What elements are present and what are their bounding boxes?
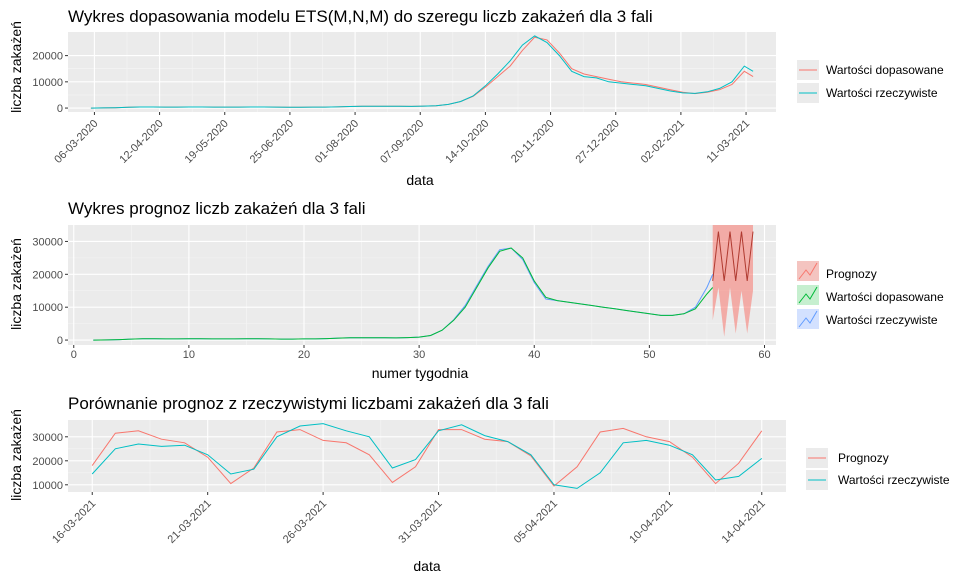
p1-xlabel: data: [406, 172, 433, 188]
p1-xtick-label: 25-06-2020: [248, 118, 296, 166]
p2-ytick-label: 10000: [32, 302, 63, 314]
p2-xtick-label: 10: [183, 349, 195, 361]
p1-xtick-label: 19-05-2020: [183, 118, 231, 166]
p2-ytick-label: 0: [57, 335, 63, 347]
p3-legend-actual: Wartości rzeczywiste: [838, 473, 950, 487]
p2-xtick-label: 60: [758, 349, 770, 361]
p2-panel-bg: [68, 225, 776, 345]
p2-xtick-label: 30: [413, 349, 425, 361]
p1-xtick-label: 12-04-2020: [117, 118, 165, 166]
p1-legend-fitted: Wartości dopasowane: [826, 63, 944, 77]
p1-series-actual-line: [90, 35, 754, 109]
p1-xtick-label: 07-09-2020: [378, 118, 426, 166]
p3-panel-bg: [68, 420, 786, 492]
p1-legend-actual: Wartości rzeczywiste: [826, 86, 938, 100]
p3-ylabel: liczba zakażeń: [8, 409, 24, 501]
p1-ytick-label: 0: [57, 103, 63, 115]
p3-xtick-label: 10-04-2021: [627, 498, 675, 546]
p2-xtick-label: 50: [643, 349, 655, 361]
p1-legend: Wartości dopasowane Wartości rzeczywiste: [797, 60, 944, 103]
p1-xtick-label: 02-02-2021: [639, 118, 687, 166]
p1-panel-bg: [68, 32, 776, 112]
p3-xtick-label: 26-03-2021: [281, 498, 329, 546]
p1-xtick-label: 20-11-2020: [509, 118, 557, 166]
p3-legend-forecast: Prognozy: [838, 451, 889, 465]
p2-ylabel: liczba zakażeń: [8, 238, 24, 330]
p2-ytick-label: 20000: [32, 269, 63, 281]
p2-series-fitted-line: [93, 247, 714, 341]
p2-xtick-label: 40: [528, 349, 540, 361]
p3-xtick-label: 21-03-2021: [166, 498, 214, 546]
p3-ytick-label: 20000: [32, 456, 63, 468]
p2-ytick-label: 30000: [32, 236, 63, 248]
p2-legend-actual: Wartości rzeczywiste: [826, 313, 938, 327]
p2-xlabel: numer tygodnia: [372, 365, 469, 381]
p2-legend-fitted: Wartości dopasowane: [826, 290, 944, 304]
p3-xtick-label: 05-04-2021: [512, 498, 560, 546]
p3-title: Porównanie prognoz z rzeczywistymi liczb…: [68, 394, 549, 413]
p3-xtick-label: 31-03-2021: [396, 498, 444, 546]
p3-xlabel: data: [413, 558, 440, 574]
p1-plot: 0 10000 20000 06-03-2020 12-04-2020 19-05-202…: [32, 32, 776, 166]
p3-series-actual-line: [91, 423, 763, 489]
p1-xtick-label: 06-03-2020: [52, 118, 100, 166]
p2-xtick-label: 0: [71, 349, 77, 361]
p2-legend: Prognozy Wartości dopasowane Wartości rz…: [797, 261, 944, 329]
p2-title: Wykres prognoz liczb zakażeń dla 3 fali: [68, 199, 365, 218]
p1-ytick-label: 10000: [32, 77, 63, 89]
p3-ytick-label: 10000: [32, 480, 63, 492]
p3-plot: 10000 20000 30000 16-03-2021 21-03-2021 26-03…: [32, 420, 786, 546]
p2-forecast-interval: [712, 225, 753, 337]
p1-ytick-label: 20000: [32, 51, 63, 63]
p3-legend: Prognozy Wartości rzeczywiste: [806, 448, 950, 490]
p3-xtick-label: 16-03-2021: [50, 498, 98, 546]
p2-legend-forecast: Prognozy: [826, 267, 877, 281]
p1-xtick-label: 01-08-2020: [313, 118, 361, 166]
p1-ylabel: liczba zakażeń: [8, 21, 24, 113]
p3-xtick-label: 14-04-2021: [720, 498, 768, 546]
p1-xtick-label: 14-10-2020: [443, 118, 491, 166]
p3-ytick-label: 30000: [32, 432, 63, 444]
p2-series-forecast-line: [712, 231, 754, 281]
p1-xtick-label: 27-12-2020: [574, 118, 622, 166]
p2-plot: 0 10000 20000 30000 0 10 20 30 40 50 60: [32, 225, 776, 361]
p2-xtick-label: 20: [298, 349, 310, 361]
p1-xtick-label: 11-03-2021: [704, 118, 752, 166]
p1-title: Wykres dopasowania modelu ETS(M,N,M) do …: [68, 7, 653, 26]
p3-series-forecast-line: [91, 427, 763, 487]
